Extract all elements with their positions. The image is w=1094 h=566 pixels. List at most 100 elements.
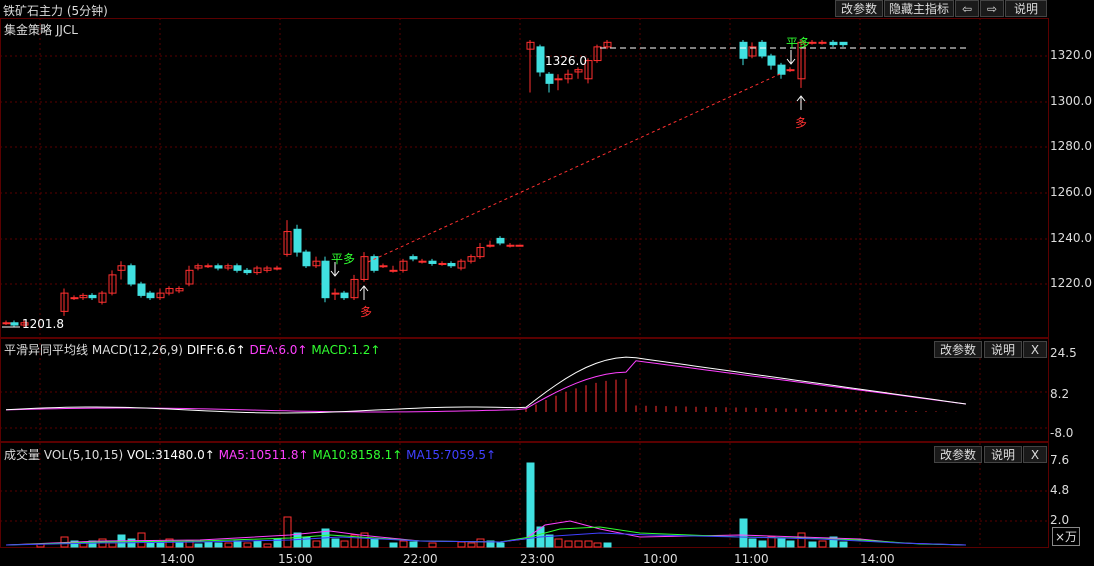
volume-bar (263, 543, 272, 548)
volume-value: VOL:31480.0↑ (126, 448, 215, 462)
y-tick: 1260.0 (1050, 185, 1092, 199)
candle-body (185, 269, 194, 285)
macd-y-tick: 24.5 (1050, 346, 1077, 360)
y-tick: 1280.0 (1050, 139, 1092, 153)
volume-ma5: MA5:10511.8↑ (218, 448, 309, 462)
ma5-line (5, 520, 967, 546)
candle-body (399, 260, 408, 271)
signal-close-long: 平多 (331, 252, 356, 266)
macd-close-button[interactable]: X (1023, 341, 1047, 358)
candle-body (839, 41, 848, 46)
volume-bar (808, 541, 817, 548)
candle-body (312, 260, 321, 267)
high-price-label: 1326.0 (545, 54, 587, 68)
volume-bar (767, 536, 776, 548)
volume-bar (204, 541, 213, 548)
arrow-down-icon (786, 50, 796, 65)
candle-body (758, 41, 767, 57)
candle-body (564, 73, 573, 80)
candle-body (797, 41, 806, 80)
time-tick: 15:00 (278, 552, 313, 566)
volume-bar (194, 543, 203, 548)
macd-change-params-button[interactable]: 改参数 (934, 341, 982, 358)
volume-params: VOL(5,10,15) (43, 448, 124, 462)
arrow-right-icon[interactable]: ⇨ (980, 0, 1004, 17)
candle-body (554, 78, 563, 81)
candle-body (214, 265, 223, 269)
candle-body (10, 322, 19, 326)
candle-body (340, 292, 349, 299)
macd-value: MACD:1.2↑ (311, 343, 381, 357)
macd-y-tick: 8.2 (1050, 387, 1070, 401)
change-params-button[interactable]: 改参数 (835, 0, 883, 17)
hide-main-indicator-button[interactable]: 隐藏主指标 (884, 0, 954, 17)
candle-body (526, 41, 535, 50)
macd-help-button[interactable]: 说明 (984, 341, 1022, 358)
candle-body (409, 256, 418, 260)
y-tick: 1220.0 (1050, 276, 1092, 290)
volume-y-tick: 7.6 (1050, 453, 1070, 467)
arrow-up-icon (796, 95, 806, 110)
main-chart-panel[interactable] (0, 18, 1049, 338)
candle-body (350, 278, 359, 299)
candle-body (194, 265, 203, 269)
help-button[interactable]: 说明 (1005, 0, 1047, 17)
candle-body (536, 46, 545, 73)
candle-body (79, 294, 88, 299)
macd-diff: DIFF:6.6↑ (186, 343, 246, 357)
candle-body (70, 297, 79, 300)
y-tick: 1300.0 (1050, 94, 1092, 108)
volume-bar (165, 538, 174, 548)
y-tick: 1320.0 (1050, 48, 1092, 62)
volume-bar (467, 542, 476, 548)
volume-bar (175, 542, 184, 548)
volume-help-button[interactable]: 说明 (984, 446, 1022, 463)
volume-bar (389, 542, 398, 548)
volume-bar (399, 540, 408, 548)
volume-bar (545, 534, 554, 548)
volume-bar (457, 541, 466, 548)
arrow-down-icon (330, 262, 340, 277)
volume-change-params-button[interactable]: 改参数 (934, 446, 982, 463)
macd-title: 平滑异同平均线 MACD(12,26,9) DIFF:6.6↑ DEA:6.0↑… (4, 341, 380, 358)
candle-body (175, 288, 184, 292)
volume-panel[interactable] (0, 442, 1049, 548)
candle-body (156, 292, 165, 299)
volume-unit-button[interactable]: ×万 (1052, 527, 1081, 546)
volume-bar (283, 516, 292, 548)
candle-body (273, 267, 282, 270)
volume-bar (340, 540, 349, 548)
macd-panel[interactable] (0, 338, 1049, 442)
candle-body (506, 244, 515, 247)
volume-bar (758, 540, 767, 548)
candle-body (146, 292, 155, 299)
volume-bar (839, 541, 848, 548)
volume-bar (273, 538, 282, 548)
volume-ma15: MA15:7059.5↑ (406, 448, 497, 462)
candle-body (379, 265, 388, 268)
volume-bar (526, 462, 535, 548)
candle-body (584, 60, 593, 80)
arrow-up-icon (359, 285, 369, 300)
candle-body (496, 237, 505, 244)
candle-body (767, 55, 776, 66)
volume-bar (739, 518, 748, 548)
volume-bar (584, 540, 593, 548)
candle-body (370, 256, 379, 271)
volume-bar (370, 538, 379, 548)
instrument-title: 铁矿石主力 (5分钟) (3, 4, 108, 18)
time-tick: 14:00 (160, 552, 195, 566)
volume-bar (253, 540, 262, 548)
volume-bar (233, 540, 242, 548)
volume-bar (108, 542, 117, 548)
macd-params: MACD(12,26,9) (91, 343, 183, 357)
signal-close-long: 平多 (786, 36, 811, 50)
volume-bar (350, 534, 359, 548)
candle-body (515, 244, 524, 247)
arrow-left-icon[interactable]: ⇦ (955, 0, 979, 17)
low-price-label: 1201.8 (22, 317, 64, 331)
volume-bar (476, 538, 485, 548)
candle-body (293, 228, 302, 253)
volume-close-button[interactable]: X (1023, 446, 1047, 463)
